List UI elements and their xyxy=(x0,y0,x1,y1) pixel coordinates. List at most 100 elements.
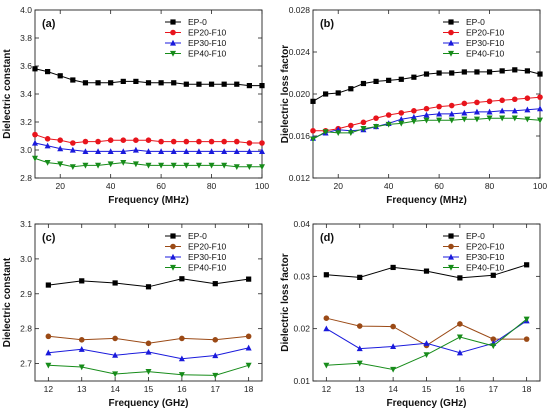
series-ep30-f10 xyxy=(310,105,543,141)
data-point xyxy=(44,142,51,149)
data-point xyxy=(486,98,493,105)
series-ep-0 xyxy=(323,262,530,281)
legend-entry: EP30-F10 xyxy=(188,252,227,262)
legend-marker xyxy=(448,253,454,260)
data-point xyxy=(524,95,531,101)
data-point xyxy=(486,115,493,122)
data-point xyxy=(490,343,497,350)
x-tick-label: 20 xyxy=(55,181,65,191)
y-tick-label: 0.01 xyxy=(293,376,310,386)
y-tick-label: 3.0 xyxy=(20,254,32,264)
data-point xyxy=(457,321,463,327)
y-axis-label: Dielectric constant xyxy=(2,257,13,347)
data-point xyxy=(57,145,64,152)
data-point xyxy=(212,337,219,343)
y-tick-label: 2.8 xyxy=(20,324,32,334)
x-tick-label: 15 xyxy=(144,384,154,394)
data-point xyxy=(57,161,64,168)
legend-entry: EP20-F10 xyxy=(188,28,227,38)
legend-entry: EP-0 xyxy=(466,231,485,241)
data-point xyxy=(423,105,430,112)
x-tick-label: 16 xyxy=(455,384,465,394)
data-point xyxy=(436,103,442,110)
y-tick-label: 0.028 xyxy=(289,5,311,15)
data-point xyxy=(499,68,505,74)
plot-frame xyxy=(34,223,263,382)
plot-frame xyxy=(312,9,541,179)
data-point xyxy=(95,148,102,154)
legend-marker xyxy=(170,19,176,25)
x-tick-label: 100 xyxy=(533,181,547,191)
data-point xyxy=(398,76,404,82)
x-tick-label: 18 xyxy=(244,384,254,394)
data-point xyxy=(112,351,119,358)
y-tick-label: 2.8 xyxy=(20,173,32,183)
data-point xyxy=(78,364,85,371)
data-point xyxy=(436,117,443,124)
data-point xyxy=(158,162,165,169)
x-tick-label: 20 xyxy=(333,181,343,191)
data-point xyxy=(423,352,430,359)
series-ep30-f10 xyxy=(32,139,265,154)
data-point xyxy=(348,86,354,92)
data-point xyxy=(398,120,405,127)
data-point xyxy=(32,131,38,138)
data-point xyxy=(461,100,468,107)
data-point xyxy=(212,352,219,359)
y-tick-label: 0.04 xyxy=(293,219,310,229)
data-point xyxy=(107,148,114,154)
x-tick-label: 60 xyxy=(434,181,444,191)
legend-entry: EP40-F10 xyxy=(466,263,505,273)
data-point xyxy=(310,98,316,104)
x-tick-label: 17 xyxy=(211,384,221,394)
data-point xyxy=(537,105,543,112)
x-tick-label: 80 xyxy=(485,181,495,191)
y-tick-label: 0.020 xyxy=(289,89,311,99)
data-point xyxy=(461,116,468,123)
series-ep40-f10 xyxy=(32,155,265,170)
data-point xyxy=(178,372,185,378)
data-point xyxy=(221,81,227,87)
x-axis-label: Frequency (GHz) xyxy=(386,398,466,409)
x-tick-label: 18 xyxy=(522,384,532,394)
data-point xyxy=(69,164,76,170)
legend-marker xyxy=(448,50,454,57)
data-point xyxy=(112,335,118,342)
data-point xyxy=(524,262,530,268)
data-point xyxy=(356,360,363,367)
data-point xyxy=(45,333,52,340)
legend-marker xyxy=(170,243,176,250)
data-point xyxy=(423,111,430,118)
y-tick-label: 4.0 xyxy=(20,5,32,15)
y-tick-label: 0.012 xyxy=(289,173,311,183)
data-point xyxy=(360,80,367,87)
data-point xyxy=(170,148,177,154)
data-point xyxy=(385,121,392,128)
data-point xyxy=(178,355,185,362)
y-tick-label: 3.1 xyxy=(20,219,32,229)
data-point xyxy=(373,115,379,121)
series-ep20-f10 xyxy=(310,94,543,134)
data-point xyxy=(221,138,227,145)
data-point xyxy=(436,110,443,117)
data-point xyxy=(32,155,38,162)
data-point xyxy=(473,108,480,115)
data-point xyxy=(423,268,430,274)
data-point xyxy=(398,110,405,116)
data-point xyxy=(82,138,89,145)
data-point xyxy=(245,344,252,351)
x-axis-label: Frequency (GHz) xyxy=(108,398,188,409)
data-point xyxy=(323,272,329,278)
legend-entry: EP30-F10 xyxy=(466,252,505,262)
data-point xyxy=(490,336,497,342)
x-tick-label: 13 xyxy=(77,384,87,394)
data-point xyxy=(246,148,253,154)
data-point xyxy=(448,102,455,109)
data-point xyxy=(323,315,330,322)
panel-tag: (a) xyxy=(42,18,56,30)
data-point xyxy=(523,336,530,342)
series-ep40-f10 xyxy=(323,316,530,373)
data-point xyxy=(179,335,185,342)
data-point xyxy=(245,362,252,369)
data-point xyxy=(373,78,379,84)
